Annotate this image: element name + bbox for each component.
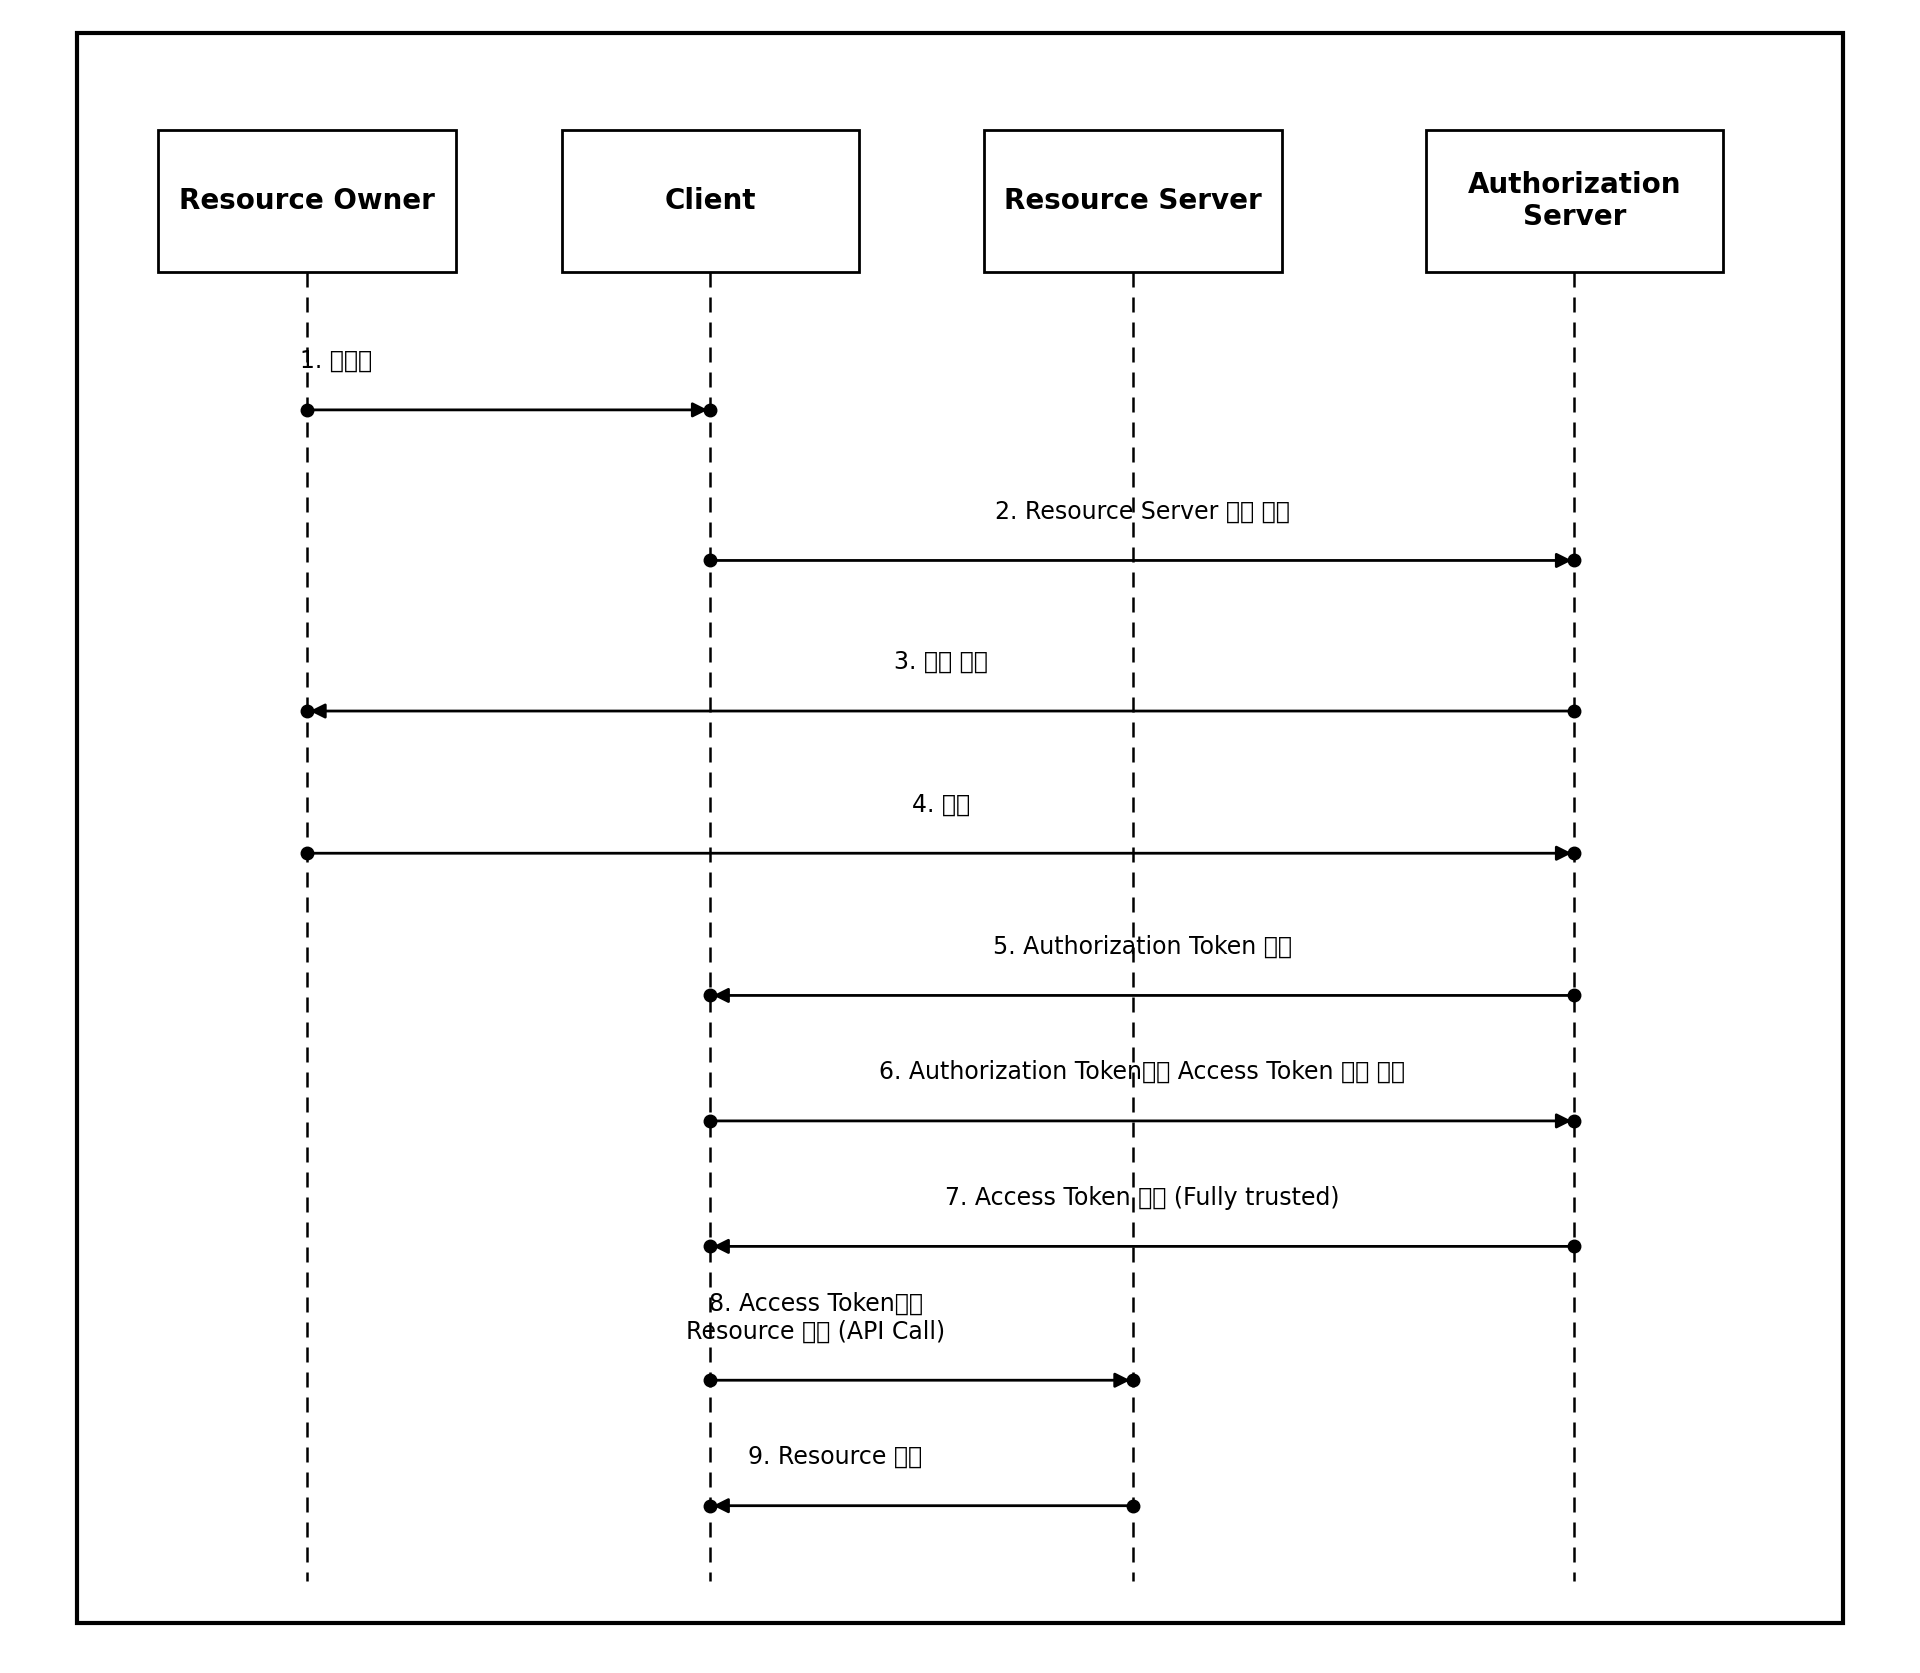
- Text: 3. 본인 확인: 3. 본인 확인: [895, 651, 987, 674]
- Text: 9. Resource 전달: 9. Resource 전달: [749, 1445, 922, 1469]
- Text: 2. Resource Server 접근 요청: 2. Resource Server 접근 요청: [995, 500, 1290, 524]
- Text: Authorization
Server: Authorization Server: [1467, 171, 1682, 231]
- Text: Client: Client: [664, 187, 756, 214]
- Text: 7. Access Token 발급 (Fully trusted): 7. Access Token 발급 (Fully trusted): [945, 1186, 1340, 1210]
- Text: Resource Owner: Resource Owner: [179, 187, 436, 214]
- Text: Resource Server: Resource Server: [1004, 187, 1261, 214]
- Bar: [561, 130, 858, 273]
- Bar: [1425, 130, 1722, 273]
- Text: 8. Access Token으로
Resource 접근 (API Call): 8. Access Token으로 Resource 접근 (API Call): [687, 1292, 945, 1343]
- Bar: [983, 130, 1283, 273]
- Text: 1. 로그인: 1. 로그인: [300, 350, 372, 373]
- Text: 6. Authorization Token으로 Access Token 발급 요청: 6. Authorization Token으로 Access Token 발급…: [879, 1061, 1405, 1084]
- Text: 4. 응답: 4. 응답: [912, 793, 970, 816]
- Bar: [157, 130, 457, 273]
- Text: 5. Authorization Token 발급: 5. Authorization Token 발급: [993, 935, 1292, 959]
